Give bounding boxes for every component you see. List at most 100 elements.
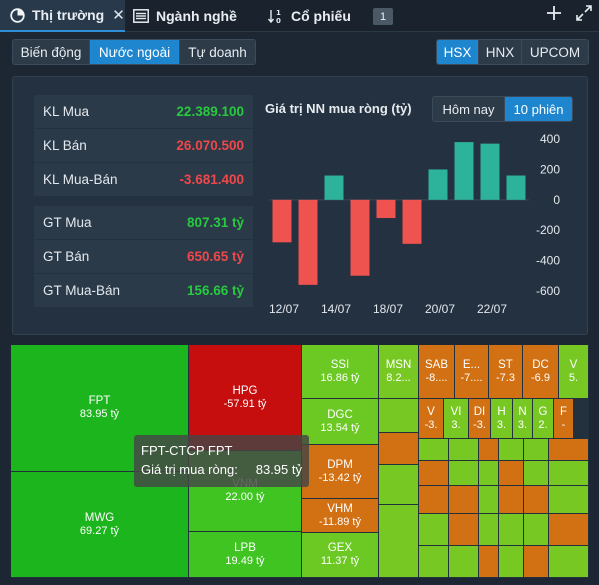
heatmap-tile-small[interactable] (479, 546, 499, 578)
heatmap-tile-small[interactable] (524, 486, 549, 514)
heatmap-tile-di[interactable]: DI -3. (469, 399, 491, 439)
heatmap-tile-dc[interactable]: DC -6.9 (523, 345, 559, 399)
x-tick-label: 22/07 (477, 302, 507, 316)
heatmap-tile-small[interactable] (419, 486, 449, 514)
tile-code: LPB (234, 541, 256, 554)
heatmap-tile-h[interactable]: H 3. (491, 399, 513, 439)
tile-code: SSI (330, 358, 350, 371)
bar-21/07[interactable] (454, 142, 474, 200)
heatmap-tile-lpb[interactable]: LPB 19.49 tỷ (189, 532, 302, 578)
tile-code: DPM (327, 458, 353, 471)
stats-table: KL Mua 22.389.100 KL Bán 26.070.500 KL M… (34, 95, 253, 308)
heatmap-tile-small[interactable] (449, 486, 479, 514)
tab-market[interactable]: Thị trường ✕ (0, 0, 125, 32)
heatmap-tile-dpm[interactable]: DPM -13.42 tỷ (302, 445, 379, 499)
tile-value: 83.95 tỷ (79, 408, 120, 420)
heatmap-tile-gex[interactable]: GEX 11.37 tỷ (302, 533, 379, 578)
tile-code: V (569, 358, 578, 371)
heatmap-tile-f[interactable]: F- (554, 399, 574, 439)
heatmap-tile-small[interactable] (379, 433, 419, 465)
heatmap-tile-mwg[interactable]: MWG 69.27 tỷ (11, 472, 189, 578)
heatmap-tile-small[interactable] (524, 439, 549, 461)
heatmap-tile-small[interactable] (419, 439, 449, 461)
heatmap-tile-small[interactable] (549, 486, 589, 514)
heatmap-tile-small[interactable] (449, 514, 479, 546)
heatmap-tile-msn[interactable]: MSN 8.2... (379, 345, 419, 399)
heatmap-tile-small[interactable] (419, 546, 449, 578)
stat-net-volume: KL Mua-Bán -3.681.400 (34, 163, 253, 197)
heatmap-tile-small[interactable] (419, 461, 449, 486)
heatmap-tile-small[interactable] (549, 439, 589, 461)
heatmap-tile-small[interactable] (549, 514, 589, 546)
heatmap-tile-small[interactable] (524, 546, 549, 578)
heatmap-tile-vhm[interactable]: VHM -11.89 tỷ (302, 499, 379, 533)
mode-price-change[interactable]: Biến động (13, 40, 90, 64)
heatmap-tile-small[interactable] (499, 514, 524, 546)
heatmap-tile-st[interactable]: ST -7.3 (489, 345, 523, 399)
tile-code: FPT (88, 395, 111, 407)
stat-label: GT Mua-Bán (43, 283, 121, 298)
tile-code: E... (462, 358, 481, 371)
bar-22/07[interactable] (480, 143, 500, 200)
close-icon[interactable]: ✕ (112, 7, 125, 24)
heatmap-tile-small[interactable] (549, 461, 589, 486)
heatmap-tile-small[interactable] (379, 465, 419, 505)
bar-15/07[interactable] (350, 199, 370, 276)
heatmap-tile-small[interactable] (379, 399, 419, 433)
bar-12/07[interactable] (272, 199, 292, 243)
tab-count-badge[interactable]: 1 (373, 8, 393, 25)
heatmap-tile-small[interactable] (499, 486, 524, 514)
mode-proprietary[interactable]: Tự doanh (180, 40, 255, 64)
svg-text:0: 0 (276, 17, 281, 24)
heatmap-tile-small[interactable] (449, 461, 479, 486)
heatmap-tile-vi[interactable]: VI 3. (444, 399, 469, 439)
stat-value: 22.389.100 (176, 104, 244, 119)
heatmap-tile-small[interactable] (479, 461, 499, 486)
tile-value: 5. (568, 371, 579, 384)
stat-value: 807.31 tỷ (186, 215, 244, 230)
x-tick-label: 12/07 (269, 302, 299, 316)
exchange-hnx[interactable]: HNX (479, 40, 522, 64)
heatmap-tile-small[interactable] (479, 439, 499, 461)
bar-25/07[interactable] (506, 175, 526, 200)
heatmap-tile-v[interactable]: V 5. (559, 345, 589, 399)
tile-value: 3. (451, 418, 461, 431)
heatmap-tile-small[interactable] (449, 546, 479, 578)
stat-label: GT Bán (43, 249, 90, 264)
heatmap-tile-sab[interactable]: SAB -8.... (419, 345, 455, 399)
heatmap-tile-g[interactable]: G 2. (533, 399, 554, 439)
heatmap-tile-small[interactable] (499, 546, 524, 578)
heatmap-tile-small[interactable] (499, 439, 524, 461)
heatmap-tile-small[interactable] (524, 514, 549, 546)
heatmap-tile-small[interactable] (379, 505, 419, 578)
heatmap-tile-exxx[interactable]: E... -7.... (455, 345, 489, 399)
heatmap-tile-v[interactable]: V -3. (419, 399, 444, 439)
bar-20/07[interactable] (428, 169, 448, 200)
heatmap-tile-n[interactable]: N 3. (513, 399, 533, 439)
stat-value: 650.65 tỷ (186, 249, 244, 264)
exchange-upcom[interactable]: UPCOM (522, 40, 588, 64)
heatmap-tile-dgc[interactable]: DGC 13.54 tỷ (302, 399, 379, 445)
bar-19/07[interactable] (402, 199, 422, 244)
tab-industry[interactable]: Ngành nghề (133, 0, 253, 32)
stat-sell-volume: KL Bán 26.070.500 (34, 129, 253, 163)
expand-icon[interactable] (576, 5, 592, 25)
bar-18/07[interactable] (376, 199, 396, 219)
heatmap-tile-small[interactable] (479, 514, 499, 546)
bar-13/07[interactable] (298, 199, 318, 285)
heatmap-tile-small[interactable] (499, 461, 524, 486)
exchange-hsx[interactable]: HSX (437, 40, 479, 64)
plus-icon[interactable] (546, 5, 562, 25)
heatmap-tile-small[interactable] (549, 546, 589, 578)
heatmap-tile-small[interactable] (524, 461, 549, 486)
heatmap-tile-small[interactable] (449, 439, 479, 461)
period-today[interactable]: Hôm nay (433, 97, 505, 121)
heatmap-tile-small[interactable] (419, 514, 449, 546)
period-10-sessions[interactable]: 10 phiên (505, 97, 572, 121)
foreign-summary-panel: KL Mua 22.389.100 KL Bán 26.070.500 KL M… (12, 76, 588, 335)
heatmap-tile-small[interactable] (479, 486, 499, 514)
heatmap-tile-ssi[interactable]: SSI 16.86 tỷ (302, 345, 379, 399)
bar-14/07[interactable] (324, 175, 344, 200)
mode-foreign[interactable]: Nước ngoài (90, 40, 180, 64)
